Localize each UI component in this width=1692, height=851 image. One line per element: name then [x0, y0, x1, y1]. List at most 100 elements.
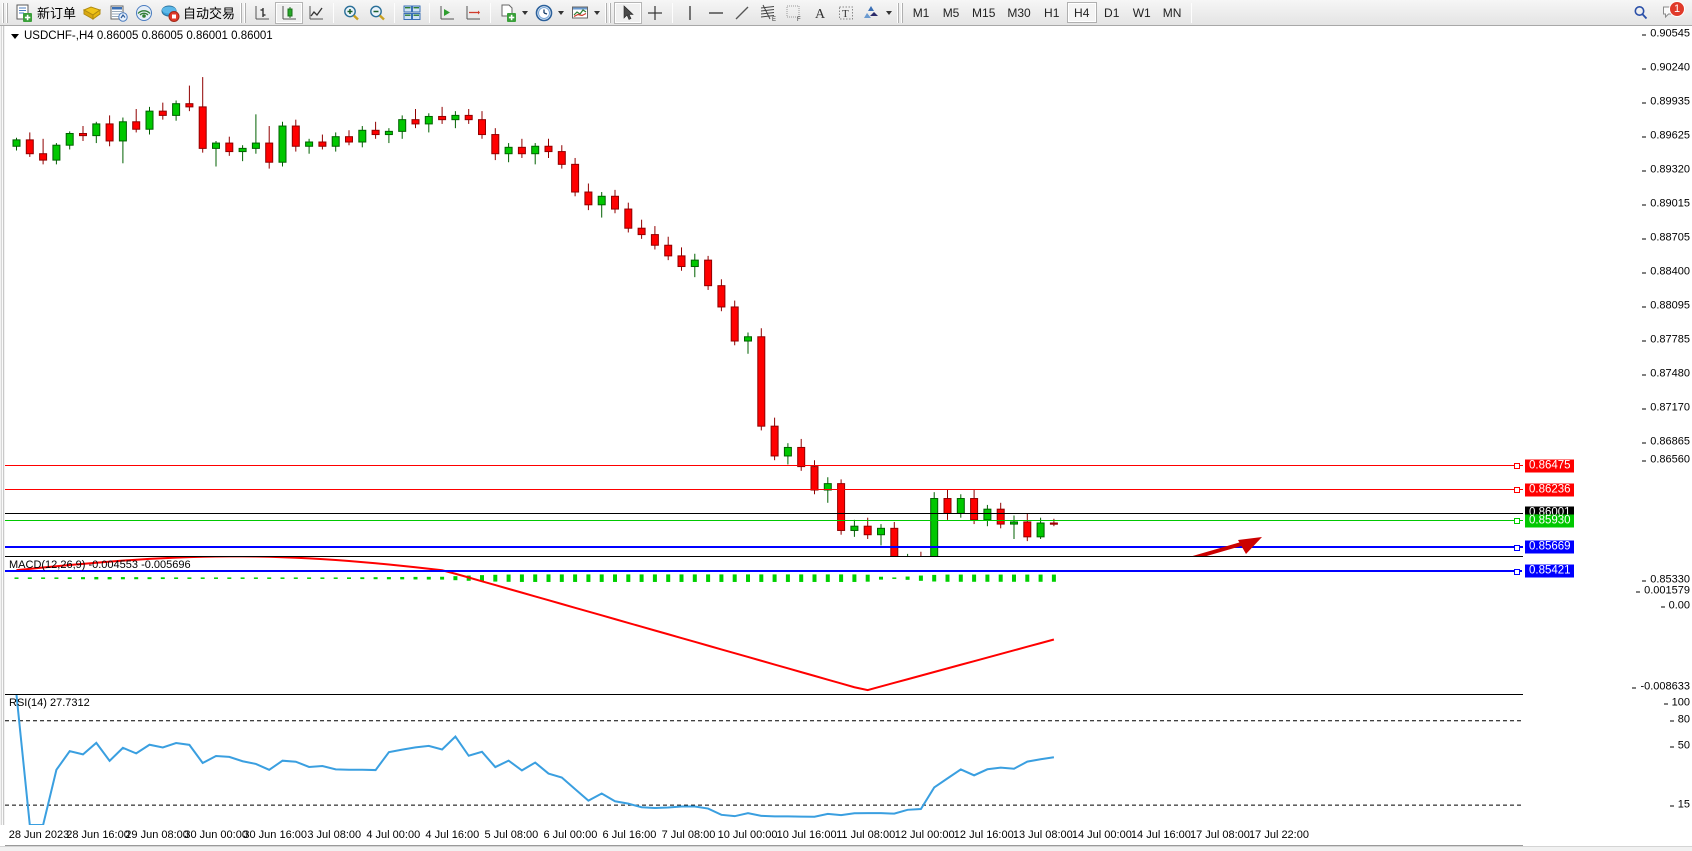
new-template-icon [498, 3, 518, 23]
price-tick-0: 0.90545 [1642, 27, 1690, 40]
level-handle-sell[interactable] [1514, 487, 1520, 493]
zoom-in-button[interactable] [338, 2, 364, 24]
chart-plot-frame[interactable]: USDCHF-,H4 0.86005 0.86005 0.86001 0.860… [5, 26, 1523, 825]
navigator-button[interactable] [131, 2, 157, 24]
candlestick-chart-icon [279, 3, 299, 23]
textbox-button[interactable]: T [833, 2, 859, 24]
toolbar-grip-2[interactable] [240, 2, 248, 23]
toolbar-separator-4 [490, 2, 492, 23]
rsi-tick-3: 15 [1669, 798, 1690, 811]
price-tag-sell-stop[interactable]: 0.86475 [1525, 459, 1574, 473]
shapes-dropdown-caret-icon[interactable] [886, 10, 893, 15]
timeframe-w1[interactable]: W1 [1132, 5, 1151, 20]
crosshair-icon [645, 3, 665, 23]
price-tag-buy-limit[interactable]: 0.85421 [1525, 564, 1574, 578]
time-axis[interactable]: 28 Jun 2023 28 Jun 16:00 29 Jun 08:00 30 Ju… [5, 826, 1523, 846]
period-button[interactable] [531, 2, 567, 24]
line-chart-button[interactable] [303, 2, 329, 24]
timeframe-mn[interactable]: MN [1162, 5, 1182, 20]
price-level-line-sell[interactable] [5, 487, 1523, 493]
toolbar-separator-5 [672, 2, 674, 23]
new-order-button[interactable]: 新订单 [11, 2, 79, 24]
crosshair-button[interactable] [642, 2, 668, 24]
new-template-button[interactable] [495, 2, 531, 24]
vertical-line-button[interactable] [677, 2, 703, 24]
tile-windows-icon [402, 3, 422, 23]
price-tick-14: 0.85330 [1642, 573, 1690, 586]
template-dropdown-caret-icon[interactable] [522, 10, 529, 15]
level-handle-sell-stop[interactable] [1514, 463, 1520, 469]
time-tick-13: 10 Jul 16:00 [776, 829, 837, 841]
period-dropdown-caret-icon[interactable] [558, 10, 565, 15]
macd-tick-1: 0.00 [1660, 599, 1690, 612]
price-level-line-sell-stop[interactable] [5, 463, 1523, 469]
price-level-line-buy[interactable] [5, 545, 1523, 551]
timeframe-m30[interactable]: M30 [1007, 5, 1031, 20]
chart-menu-caret-icon[interactable] [11, 33, 19, 39]
candlestick-chart-button[interactable] [275, 1, 304, 24]
timeframe-m5[interactable]: M5 [942, 5, 960, 20]
toolbar-grip-4[interactable] [897, 2, 905, 23]
level-handle-buy[interactable] [1514, 545, 1520, 551]
text-label-button[interactable]: F [781, 2, 807, 24]
timeframe-d1[interactable]: D1 [1104, 5, 1120, 20]
price-tag-takeprofit[interactable]: 0.85930 [1525, 514, 1574, 528]
tile-windows-button[interactable] [399, 2, 425, 24]
shapes-button[interactable] [859, 2, 895, 24]
price-tick-11: 0.87170 [1642, 401, 1690, 414]
price-pane[interactable] [5, 26, 1523, 566]
shift-end-button[interactable] [434, 2, 460, 24]
time-tick-9: 6 Jul 00:00 [543, 829, 598, 841]
line-chart-icon [306, 3, 326, 23]
price-tick-12: 0.86865 [1642, 435, 1690, 448]
time-tick-3: 30 Jun 00:00 [184, 829, 248, 841]
price-tick-6: 0.88705 [1642, 231, 1690, 244]
time-tick-11: 7 Jul 08:00 [661, 829, 716, 841]
price-tick-5: 0.89015 [1642, 197, 1690, 210]
macd-pane[interactable]: MACD(12,26,9) -0.004553 -0.005696 [5, 556, 1523, 694]
rsi-label: RSI(14) 27.7312 [9, 697, 90, 709]
toolbar-grip-3[interactable] [605, 2, 613, 23]
timeframe-m15[interactable]: M15 [972, 5, 996, 20]
indicators-list-button[interactable] [79, 2, 105, 24]
price-axis[interactable]: 0.90545 0.90240 0.89935 0.89625 0.89320 … [1523, 26, 1692, 851]
price-level-line-takeprofit[interactable] [5, 518, 1523, 524]
text-button[interactable]: A [807, 2, 833, 24]
search-button[interactable] [1628, 2, 1654, 24]
auto-scroll-button[interactable] [460, 2, 486, 24]
timeframe-h4[interactable]: H4 [1066, 2, 1097, 23]
navigator-icon [134, 3, 154, 23]
cursor-button[interactable] [614, 1, 643, 24]
rsi-pane[interactable]: RSI(14) 27.7312 [5, 694, 1523, 825]
price-level-line-buy-limit[interactable] [5, 569, 1522, 575]
chart-scrollbar-left[interactable] [0, 26, 5, 825]
timeframe-h1[interactable]: H1 [1044, 5, 1060, 20]
trendline-icon [732, 3, 752, 23]
indicators-button[interactable] [567, 2, 603, 24]
time-tick-10: 6 Jul 16:00 [602, 829, 657, 841]
main-toolbar: 新订单 [0, 0, 1692, 26]
zoom-out-button[interactable] [364, 2, 390, 24]
price-tag-sell[interactable]: 0.86236 [1525, 483, 1574, 497]
indicators-dropdown-caret-icon[interactable] [594, 10, 601, 15]
time-tick-12: 10 Jul 00:00 [717, 829, 778, 841]
svg-text:A: A [815, 7, 826, 22]
fibonacci-button[interactable]: E [755, 2, 781, 24]
toolbar-separator-1 [333, 2, 335, 23]
bar-chart-button[interactable] [249, 2, 275, 24]
level-handle-buy-limit[interactable] [1514, 569, 1520, 575]
timeframe-m1[interactable]: M1 [912, 5, 930, 20]
symbol-header[interactable]: USDCHF-,H4 0.86005 0.86005 0.86001 0.860… [11, 29, 273, 43]
price-tick-1: 0.90240 [1642, 61, 1690, 74]
alerts-button[interactable]: 1 [1658, 0, 1685, 24]
symbol-ohlc-text: USDCHF-,H4 0.86005 0.86005 0.86001 0.860… [24, 30, 273, 42]
trendline-button[interactable] [729, 2, 755, 24]
horizontal-line-button[interactable] [703, 2, 729, 24]
toolbar-grip[interactable] [2, 2, 9, 23]
price-level-line-current [5, 513, 1523, 514]
level-handle-takeprofit[interactable] [1514, 518, 1520, 524]
market-watch-button[interactable] [105, 2, 131, 24]
price-tag-buy[interactable]: 0.85669 [1525, 540, 1574, 554]
autotrading-button[interactable]: 自动交易 [157, 2, 238, 24]
shapes-icon [862, 3, 882, 23]
